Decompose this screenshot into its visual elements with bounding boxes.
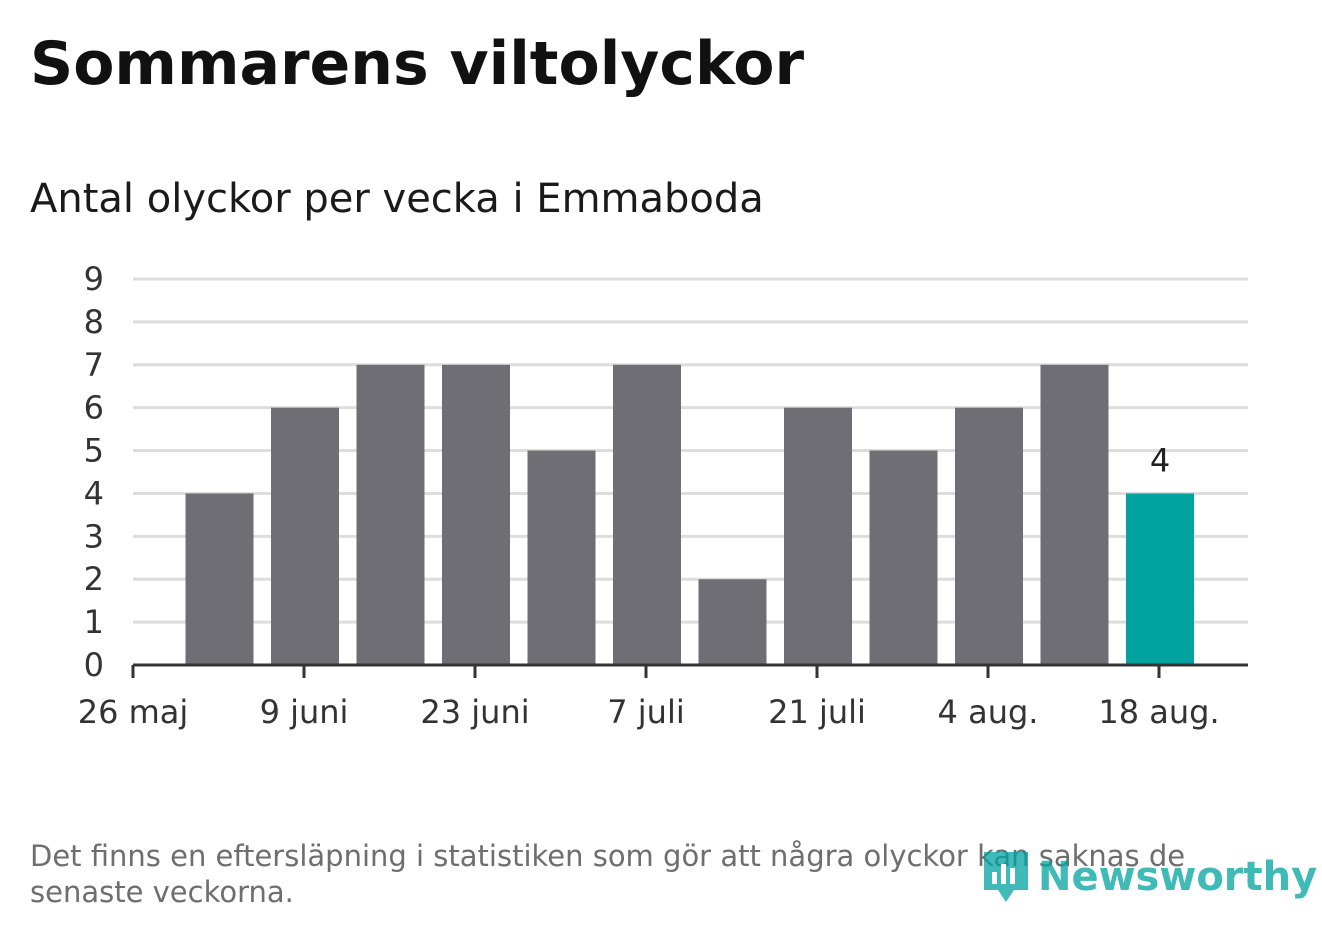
bar: [955, 407, 1023, 665]
x-tick-label: 18 aug.: [1098, 693, 1219, 731]
bar: [698, 579, 767, 665]
y-tick-label: 0: [84, 646, 104, 684]
bar: [356, 364, 425, 665]
bar: [271, 407, 339, 665]
newsworthy-logo: Newsworthy: [980, 846, 1317, 908]
chart-title: Sommarens viltolyckor: [30, 29, 805, 99]
newsworthy-logo-icon: [984, 852, 1028, 902]
bar-chart: 0 1 2 3 4 5 6 7 8 9 26 maj 9 juni 23 juni 7 juli 21 j…: [78, 260, 1248, 731]
bar: [613, 364, 681, 665]
bar: [784, 407, 852, 665]
bar: [527, 450, 596, 665]
x-tick-label: 23 juni: [420, 693, 529, 731]
x-tick-label: 4 aug.: [938, 693, 1039, 731]
x-tick-label: 26 maj: [78, 693, 189, 731]
y-tick-label: 2: [84, 560, 104, 598]
x-tick-labels: 26 maj 9 juni 23 juni 7 juli 21 juli 4 aug. 18…: [78, 693, 1220, 731]
y-tick-label: 9: [84, 260, 104, 298]
y-tick-label: 6: [84, 389, 104, 427]
bars: [185, 364, 1194, 665]
bar: [442, 364, 510, 665]
x-tick-label: 7 juli: [607, 693, 684, 731]
y-tick-label: 7: [84, 346, 104, 384]
data-label: 4: [1150, 441, 1170, 479]
y-tick-label: 8: [84, 303, 104, 341]
y-tick-label: 5: [84, 432, 104, 470]
bar: [1126, 493, 1194, 665]
y-tick-label: 1: [84, 603, 104, 641]
data-labels: 4: [1150, 441, 1170, 479]
x-tick-label: 9 juni: [260, 693, 349, 731]
chart-subtitle: Antal olyckor per vecka i Emmaboda: [30, 176, 764, 222]
bar: [185, 493, 254, 665]
y-tick-label: 4: [84, 474, 104, 512]
bar: [1040, 364, 1109, 665]
x-axis: [131, 663, 1248, 678]
y-tick-labels: 0 1 2 3 4 5 6 7 8 9: [84, 260, 104, 684]
brand-name: Newsworthy: [1038, 854, 1318, 900]
y-tick-label: 3: [84, 517, 104, 555]
bar: [869, 450, 938, 665]
x-tick-label: 21 juli: [768, 693, 866, 731]
